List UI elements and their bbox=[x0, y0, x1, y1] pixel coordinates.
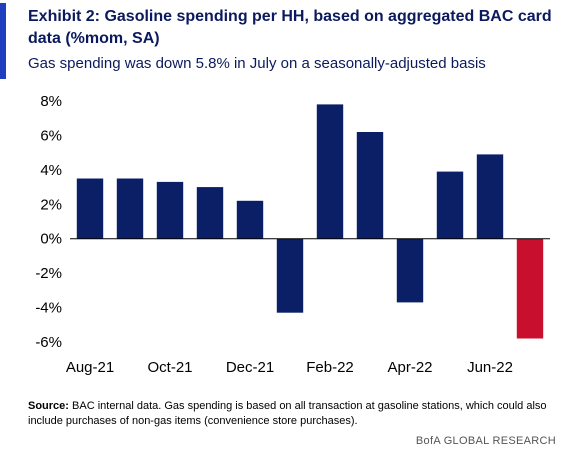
bar-jun-22 bbox=[476, 154, 504, 239]
x-tick-label: Jun-22 bbox=[467, 359, 513, 376]
x-tick-label: Oct-21 bbox=[147, 359, 192, 376]
bar-jan-22 bbox=[276, 238, 304, 313]
brand-label: BofA GLOBAL RESEARCH bbox=[415, 435, 556, 447]
bar-dec-21 bbox=[236, 200, 264, 239]
y-tick-label: 4% bbox=[40, 162, 62, 179]
x-tick-label: Aug-21 bbox=[66, 359, 114, 376]
source-text: BAC internal data. Gas spending is based… bbox=[28, 400, 547, 427]
x-tick-label: Apr-22 bbox=[387, 359, 432, 376]
y-tick-label: 2% bbox=[40, 196, 62, 213]
footnote: Source: BAC internal data. Gas spending … bbox=[28, 399, 548, 429]
y-tick-label: -6% bbox=[35, 334, 62, 351]
y-tick-label: 0% bbox=[40, 231, 62, 248]
bar-nov-21 bbox=[196, 187, 224, 239]
bar-apr-22 bbox=[396, 238, 424, 303]
bar-aug-21 bbox=[76, 178, 104, 239]
chart-title: Exhibit 2: Gasoline spending per HH, bas… bbox=[28, 8, 552, 47]
y-tick-label: -4% bbox=[35, 300, 62, 317]
y-tick-label: 6% bbox=[40, 127, 62, 144]
bar-sep-21 bbox=[116, 178, 144, 239]
x-tick-label: Feb-22 bbox=[306, 359, 354, 376]
y-tick-label: -2% bbox=[35, 265, 62, 282]
bar-jul-22 bbox=[516, 238, 544, 339]
bar-may-22 bbox=[436, 171, 464, 239]
chart-subtitle: Gas spending was down 5.8% in July on a … bbox=[28, 55, 486, 72]
bar-chart: 8% 6% 4% 2% 0% -2% -4% -6%Aug-21 Oct-21 Dec-21 Feb… bbox=[35, 93, 550, 376]
accent-bar bbox=[0, 3, 6, 79]
source-label: Source: bbox=[28, 400, 69, 412]
bar-mar-22 bbox=[356, 132, 384, 239]
bar-oct-21 bbox=[156, 181, 184, 239]
x-tick-label: Dec-21 bbox=[226, 359, 274, 376]
bar-feb-22 bbox=[316, 104, 344, 239]
y-tick-label: 8% bbox=[40, 93, 62, 110]
